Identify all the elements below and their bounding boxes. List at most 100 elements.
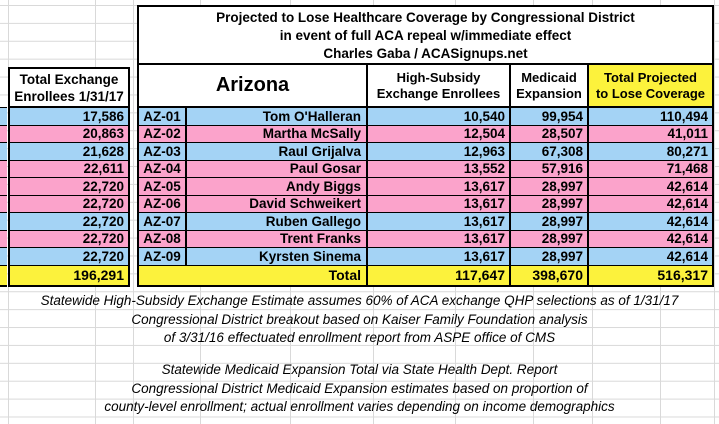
cell-high-subsidy: 13,617 — [368, 178, 511, 196]
exchange-enrollees-table: Total Exchange Enrollees 1/31/17 17,586 … — [8, 67, 130, 287]
footnote-line: Statewide High-Subsidy Exchange Estimate… — [40, 293, 679, 308]
gridline-vertical — [714, 0, 715, 424]
medicaid-header-line2: Expansion — [516, 85, 582, 101]
cell-total-high-subsidy: 117,647 — [368, 265, 511, 285]
cell-medicaid: 28,997 — [511, 248, 589, 266]
cell-representative: Ruben Gallego — [187, 213, 368, 231]
cell-representative: Martha McSally — [187, 125, 368, 143]
cell-representative: David Schweikert — [187, 195, 368, 213]
table-title: Projected to Lose Healthcare Coverage by… — [139, 7, 712, 65]
cell-high-subsidy: 10,540 — [368, 108, 511, 126]
high-subsidy-column-header: High-Subsidy Exchange Enrollees — [368, 65, 511, 108]
cell-medicaid: 28,997 — [511, 178, 589, 196]
total-column-header: Total Projected to Lose Coverage — [589, 65, 712, 108]
footnote-line: Congressional District breakout based on… — [131, 311, 588, 327]
row-color-sliver — [0, 143, 7, 161]
medicaid-header-line1: Medicaid — [521, 69, 577, 85]
row-color-sliver-column — [0, 107, 7, 287]
cell-district: AZ-04 — [139, 160, 187, 178]
cell-high-subsidy: 13,617 — [368, 213, 511, 231]
cell-exchange-enrollees: 21,628 — [10, 143, 128, 161]
total-header-line2: to Lose Coverage — [595, 85, 706, 101]
row-color-sliver — [0, 195, 7, 213]
cell-total: 80,271 — [589, 143, 712, 161]
cell-representative: Trent Franks — [187, 230, 368, 248]
cell-district: AZ-01 — [139, 108, 187, 126]
footnote-block-medicaid: Statewide Medicaid Expansion Total via S… — [0, 361, 719, 417]
cell-total: 41,011 — [589, 125, 712, 143]
cell-exchange-enrollees: 22,611 — [10, 160, 128, 178]
cell-medicaid: 28,997 — [511, 230, 589, 248]
cell-exchange-enrollees: 22,720 — [10, 213, 128, 231]
cell-total-coverage: 516,317 — [589, 265, 712, 285]
cell-representative: Paul Gosar — [187, 160, 368, 178]
cell-high-subsidy: 13,617 — [368, 230, 511, 248]
cell-medicaid: 57,916 — [511, 160, 589, 178]
footnote-line: Statewide Medicaid Expansion Total via S… — [161, 362, 558, 377]
cell-total-medicaid: 398,670 — [511, 265, 589, 285]
row-color-sliver — [0, 160, 7, 178]
footnote-line: Congressional District Medicaid Expansio… — [131, 380, 588, 396]
cell-district: AZ-09 — [139, 248, 187, 266]
exchange-enrollees-header-line1: Total Exchange — [19, 71, 119, 87]
high-subsidy-header-line2: Exchange Enrollees — [376, 85, 501, 101]
cell-district: AZ-06 — [139, 195, 187, 213]
row-color-sliver — [0, 230, 7, 248]
cell-high-subsidy: 13,617 — [368, 248, 511, 266]
footnote-line: county-level enrollment; actual enrollme… — [104, 399, 615, 414]
cell-total: 42,614 — [589, 230, 712, 248]
medicaid-column-header: Medicaid Expansion — [511, 65, 589, 108]
cell-medicaid: 28,997 — [511, 195, 589, 213]
table-title-line2: in event of full ACA repeal w/immediate … — [279, 28, 572, 43]
coverage-loss-table: Projected to Lose Healthcare Coverage by… — [137, 5, 714, 287]
row-color-sliver — [0, 178, 7, 196]
cell-exchange-enrollees: 22,720 — [10, 195, 128, 213]
cell-total: 71,468 — [589, 160, 712, 178]
exchange-enrollees-header-line2: Enrollees 1/31/17 — [14, 88, 124, 104]
cell-total-row-label: Total — [139, 265, 368, 285]
cell-exchange-enrollees-total: 196,291 — [10, 265, 128, 285]
footnote-line: of 3/31/16 effectuated enrollment report… — [163, 330, 556, 345]
cell-exchange-enrollees: 20,863 — [10, 125, 128, 143]
cell-total: 42,614 — [589, 213, 712, 231]
cell-district: AZ-07 — [139, 213, 187, 231]
cell-medicaid: 28,507 — [511, 125, 589, 143]
cell-high-subsidy: 13,617 — [368, 195, 511, 213]
row-color-sliver — [0, 125, 7, 143]
row-color-sliver — [0, 248, 7, 266]
gridline-vertical — [133, 0, 134, 424]
cell-high-subsidy: 13,552 — [368, 160, 511, 178]
cell-district: AZ-08 — [139, 230, 187, 248]
state-header: Arizona — [139, 65, 368, 108]
exchange-enrollees-header: Total Exchange Enrollees 1/31/17 — [10, 69, 128, 108]
cell-exchange-enrollees: 22,720 — [10, 230, 128, 248]
cell-medicaid: 99,954 — [511, 108, 589, 126]
cell-high-subsidy: 12,504 — [368, 125, 511, 143]
cell-total: 42,614 — [589, 195, 712, 213]
cell-exchange-enrollees: 17,586 — [10, 108, 128, 126]
cell-representative: Raul Grijalva — [187, 143, 368, 161]
cell-representative: Kyrsten Sinema — [187, 248, 368, 266]
cell-medicaid: 28,997 — [511, 213, 589, 231]
cell-district: AZ-02 — [139, 125, 187, 143]
row-color-sliver-total — [0, 265, 7, 287]
cell-district: AZ-05 — [139, 178, 187, 196]
row-color-sliver — [0, 108, 7, 126]
footnote-block-exchange: Statewide High-Subsidy Exchange Estimate… — [0, 292, 719, 348]
row-color-sliver — [0, 213, 7, 231]
cell-medicaid: 67,308 — [511, 143, 589, 161]
table-title-line3: Charles Gaba / ACASignups.net — [323, 46, 528, 61]
high-subsidy-header-line1: High-Subsidy — [396, 69, 481, 85]
cell-representative: Andy Biggs — [187, 178, 368, 196]
cell-exchange-enrollees: 22,720 — [10, 248, 128, 266]
cell-district: AZ-03 — [139, 143, 187, 161]
cell-exchange-enrollees: 22,720 — [10, 178, 128, 196]
cell-total: 42,614 — [589, 248, 712, 266]
cell-representative: Tom O'Halleran — [187, 108, 368, 126]
cell-high-subsidy: 12,963 — [368, 143, 511, 161]
cell-total: 110,494 — [589, 108, 712, 126]
cell-total: 42,614 — [589, 178, 712, 196]
total-header-line1: Total Projected — [604, 69, 697, 85]
table-title-line1: Projected to Lose Healthcare Coverage by… — [216, 10, 635, 25]
